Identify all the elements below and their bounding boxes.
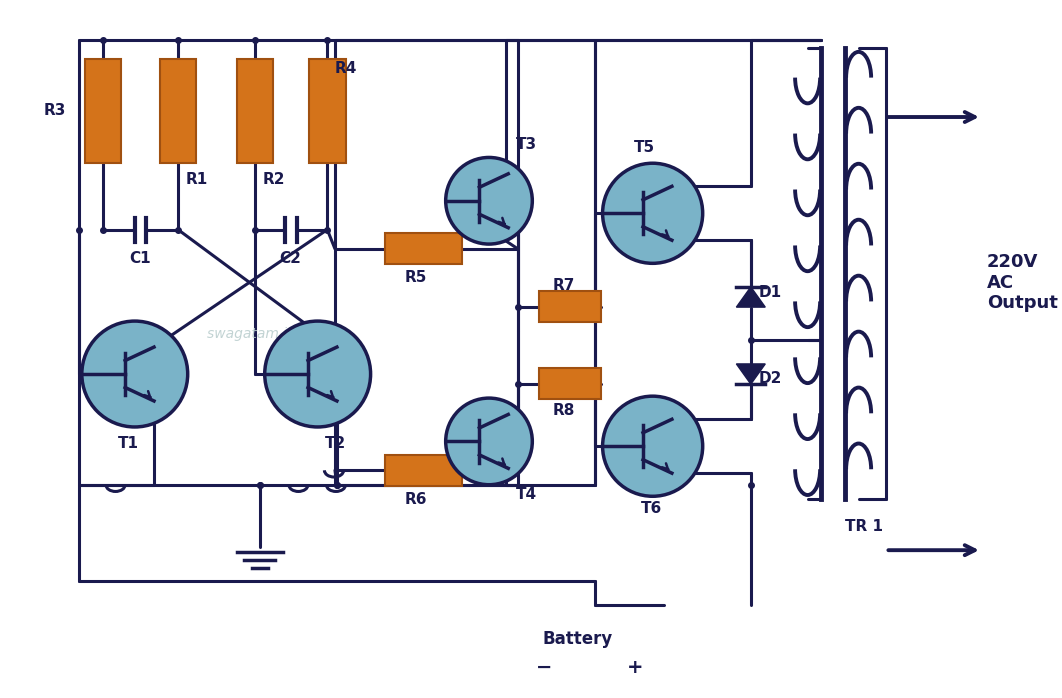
Text: R5: R5 (405, 270, 427, 285)
Text: T6: T6 (641, 501, 663, 517)
FancyBboxPatch shape (85, 59, 121, 163)
Circle shape (602, 163, 703, 263)
Text: R6: R6 (405, 491, 427, 507)
Text: R1: R1 (186, 172, 208, 187)
Text: −: − (535, 658, 552, 677)
Text: C1: C1 (129, 251, 151, 266)
Text: D1: D1 (758, 285, 782, 299)
Text: T3: T3 (516, 138, 537, 152)
Polygon shape (736, 364, 766, 384)
FancyBboxPatch shape (538, 369, 601, 399)
Text: +: + (627, 658, 644, 677)
Text: R4: R4 (335, 61, 357, 76)
Circle shape (82, 321, 188, 427)
Text: R7: R7 (552, 278, 575, 293)
Text: Battery: Battery (543, 630, 613, 648)
Text: swagatam innovat: swagatam innovat (207, 327, 336, 341)
Text: T5: T5 (633, 140, 654, 156)
Circle shape (446, 158, 532, 244)
Circle shape (602, 396, 703, 496)
Text: R2: R2 (262, 172, 286, 187)
Circle shape (264, 321, 371, 427)
Text: TR 1: TR 1 (845, 519, 884, 533)
Circle shape (446, 398, 532, 484)
Text: R3: R3 (44, 103, 67, 118)
Text: C2: C2 (279, 251, 302, 266)
Text: T4: T4 (516, 487, 537, 502)
FancyBboxPatch shape (237, 59, 273, 163)
Polygon shape (736, 287, 766, 307)
Text: T2: T2 (325, 436, 346, 451)
Text: R8: R8 (552, 403, 575, 418)
Text: T1: T1 (118, 436, 138, 451)
FancyBboxPatch shape (386, 234, 462, 265)
FancyBboxPatch shape (538, 291, 601, 322)
Text: 220V
AC
Output: 220V AC Output (987, 253, 1058, 313)
FancyBboxPatch shape (159, 59, 196, 163)
Text: D2: D2 (758, 371, 782, 386)
FancyBboxPatch shape (386, 455, 462, 486)
FancyBboxPatch shape (309, 59, 345, 163)
